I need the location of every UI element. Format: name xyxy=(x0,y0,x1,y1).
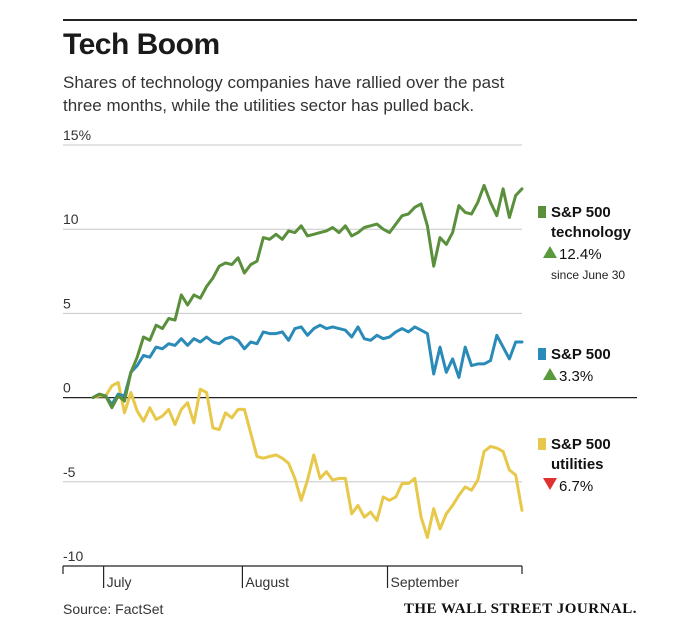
legend-note: since June 30 xyxy=(551,268,625,282)
gridlines xyxy=(63,144,637,483)
y-tick-label: 0 xyxy=(63,380,71,396)
x-axis: July August September xyxy=(62,565,523,590)
up-arrow-icon xyxy=(543,246,557,258)
chart-subtitle: Shares of technology companies have rall… xyxy=(63,73,505,115)
publisher-logo: THE WALL STREET JOURNAL. xyxy=(403,601,637,617)
legend: S&P 500 technology 12.4% since June 30 S&P 5… xyxy=(538,204,632,495)
legend-label: S&P 500 xyxy=(551,204,611,221)
x-tick-label: July xyxy=(107,574,132,590)
legend-swatch xyxy=(538,438,546,450)
up-arrow-icon xyxy=(543,368,557,380)
legend-swatch xyxy=(538,348,546,360)
series-line-1 xyxy=(91,323,524,406)
legend-label: utilities xyxy=(551,456,604,473)
y-tick-label: 10 xyxy=(63,211,79,227)
legend-change: 12.4% xyxy=(559,246,602,263)
y-tick-label: 5 xyxy=(63,295,71,311)
legend-change: 6.7% xyxy=(559,478,593,495)
y-axis-ticks: 15% 10 5 0 -5 -10 xyxy=(63,127,91,564)
series-line-0 xyxy=(91,183,524,410)
y-tick-label: -5 xyxy=(63,464,76,480)
legend-swatch xyxy=(538,206,546,218)
down-arrow-icon xyxy=(543,478,557,490)
top-rule xyxy=(63,19,637,21)
x-tick-label: September xyxy=(391,574,460,590)
series-lines xyxy=(91,183,524,539)
chart-title: Tech Boom xyxy=(63,28,220,61)
legend-label: S&P 500 xyxy=(551,436,611,453)
source-note: Source: FactSet xyxy=(63,601,164,617)
x-tick-label: August xyxy=(245,574,289,590)
legend-label: S&P 500 xyxy=(551,346,611,363)
y-tick-label: 15% xyxy=(63,127,91,143)
y-tick-label: -10 xyxy=(63,548,83,564)
series-line-2 xyxy=(91,380,524,539)
legend-change: 3.3% xyxy=(559,368,593,385)
legend-label: technology xyxy=(551,224,632,241)
